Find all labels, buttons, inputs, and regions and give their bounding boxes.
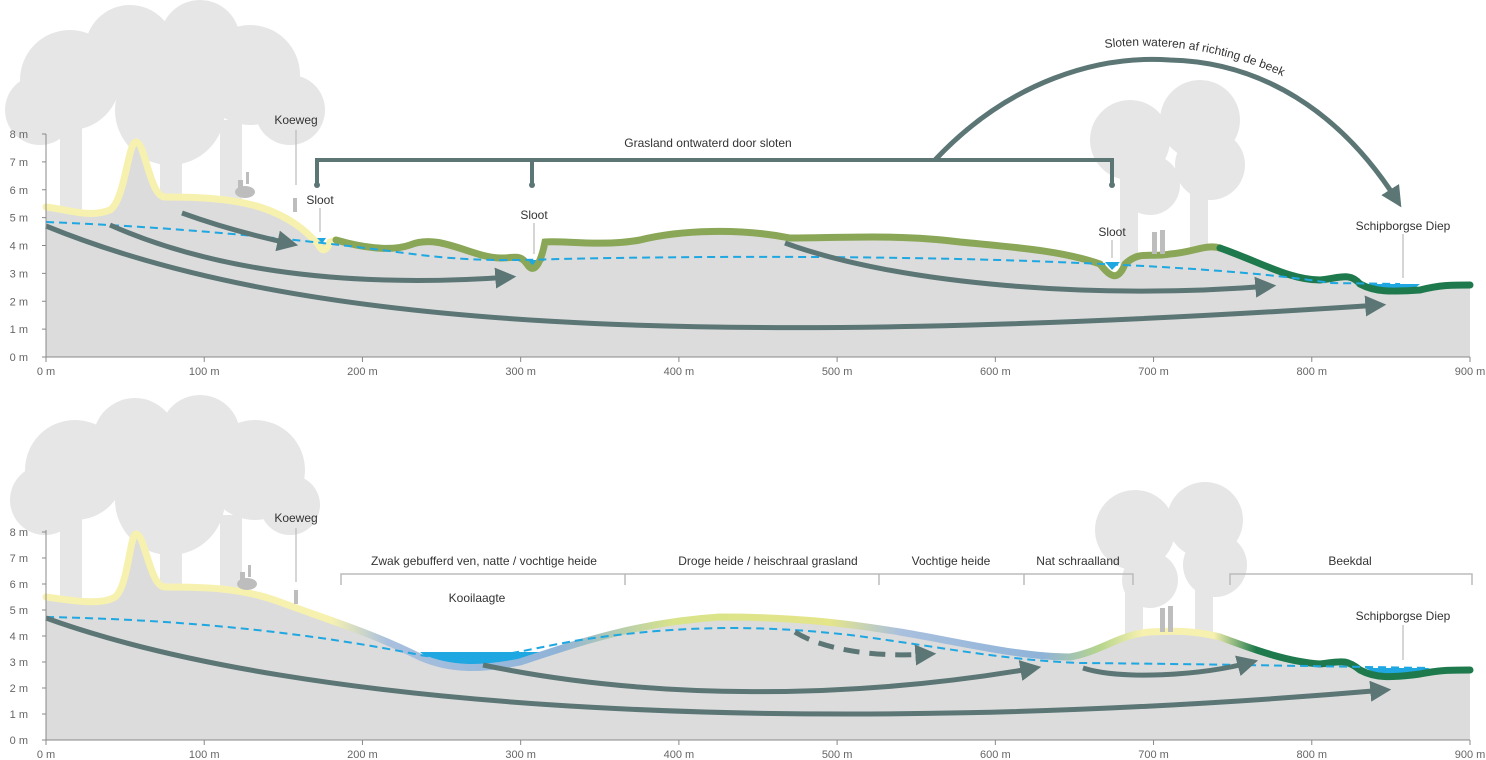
- bottom-y-tick-7: 7 m: [10, 553, 28, 565]
- label-sloten-wateren: Sloten wateren af richting de beek: [1104, 35, 1288, 80]
- ground-profile-bottom: [46, 532, 1470, 740]
- bottom-cross-section: Zwak gebufferd ven, natte / vochtige hei…: [10, 395, 1485, 760]
- bottom-x-tick-6: 600 m: [980, 749, 1011, 760]
- label-grasland: Grasland ontwaterd door sloten: [624, 136, 791, 150]
- ground-profile: [46, 140, 1470, 357]
- top-y-tick-7: 7 m: [10, 157, 28, 169]
- top-x-tick-6: 600 m: [980, 366, 1011, 378]
- bottom-x-tick-labels: 0 m 100 m 200 m 300 m 400 m 500 m 600 m 700 m 80…: [37, 740, 1485, 760]
- grassland-bracket: [315, 158, 1114, 185]
- label-koeweg: Koeweg: [274, 113, 317, 127]
- sand-ridge-surface: [42, 138, 340, 254]
- label-schipborgse-top: Schipborgse Diep: [1356, 219, 1451, 233]
- zone-label-nat-schraalland: Nat schraalland: [1036, 554, 1119, 568]
- top-y-tick-1: 1 m: [10, 324, 28, 336]
- top-x-tick-3: 300 m: [505, 366, 536, 378]
- bottom-y-tick-5: 5 m: [10, 605, 28, 617]
- bottom-y-tick-labels: 0 m 1 m 2 m 3 m 4 m 5 m 6 m 7 m 8 m: [10, 527, 46, 747]
- label-sloot-1: Sloot: [306, 193, 334, 207]
- bottom-x-tick-5: 500 m: [822, 749, 853, 760]
- zone-labels: Zwak gebufferd ven, natte / vochtige hei…: [371, 554, 1372, 568]
- bottom-x-tick-4: 400 m: [664, 749, 695, 760]
- tree-silhouettes-right-bottom: [1095, 482, 1247, 640]
- top-x-tick-5: 500 m: [822, 366, 853, 378]
- label-sloot-2: Sloot: [520, 208, 548, 222]
- tree-silhouettes-left-bottom: [10, 395, 320, 615]
- bottom-y-tick-3: 3 m: [10, 657, 28, 669]
- bottom-y-tick-0: 0 m: [10, 735, 28, 747]
- label-pointers: [295, 130, 1404, 278]
- grassland-surface: [332, 227, 1224, 280]
- top-y-tick-4: 4 m: [10, 241, 28, 253]
- bottom-x-tick-2: 200 m: [347, 749, 378, 760]
- top-x-tick-4: 400 m: [664, 366, 695, 378]
- top-y-tick-0: 0 m: [10, 352, 28, 364]
- bottom-surface-vegetation: [42, 530, 1474, 681]
- top-x-tick-0: 0 m: [37, 366, 55, 378]
- tree-silhouettes-left: [5, 0, 325, 230]
- bottom-x-tick-3: 300 m: [505, 749, 536, 760]
- bottom-y-tick-1: 1 m: [10, 709, 28, 721]
- zone-label-vochtige-heide: Vochtige heide: [912, 554, 991, 568]
- top-x-tick-labels: 0 m 100 m 200 m 300 m 400 m 500 m 600 m 700 m 80…: [37, 357, 1485, 378]
- groundwater-level-bottom: [45, 616, 1431, 669]
- bottom-y-tick-4: 4 m: [10, 631, 28, 643]
- bracket-dots: [314, 182, 1115, 188]
- groundwater-level: [45, 221, 1401, 285]
- label-pointers-bottom: [295, 528, 1404, 660]
- bottom-y-tick-2: 2 m: [10, 683, 28, 695]
- groundwater-flow-arrows: [45, 56, 1402, 331]
- label-schipborgse-bottom: Schipborgse Diep: [1356, 609, 1451, 623]
- label-koeweg-bottom: Koeweg: [274, 511, 317, 525]
- top-y-tick-3: 3 m: [10, 268, 28, 280]
- groundwater-flow-arrows-bottom: [45, 615, 1392, 717]
- top-x-tick-9: 900 m: [1455, 366, 1486, 378]
- zone-label-beekdal: Beekdal: [1328, 554, 1371, 568]
- bottom-x-tick-0: 0 m: [37, 749, 55, 760]
- tree-silhouettes-right: [1090, 80, 1245, 265]
- people-figures-bottom: [237, 565, 1173, 632]
- zone-brackets: [340, 573, 1473, 585]
- zone-label-ven: Zwak gebufferd ven, natte / vochtige hei…: [371, 554, 597, 568]
- zone-label-droge-heide: Droge heide / heischraal grasland: [678, 554, 857, 568]
- top-y-tick-6: 6 m: [10, 185, 28, 197]
- top-x-tick-7: 700 m: [1138, 366, 1169, 378]
- bottom-x-tick-1: 100 m: [189, 749, 220, 760]
- people-figures: [235, 172, 1165, 254]
- top-x-tick-8: 800 m: [1296, 366, 1327, 378]
- top-y-tick-5: 5 m: [10, 213, 28, 225]
- label-sloot-3: Sloot: [1098, 225, 1126, 239]
- bottom-y-tick-8: 8 m: [10, 527, 28, 539]
- bottom-axes: [45, 530, 1470, 741]
- bottom-y-tick-6: 6 m: [10, 579, 28, 591]
- bottom-x-tick-9: 900 m: [1455, 749, 1486, 760]
- top-cross-section: Koeweg Sloot Sloot Sloot Grasland ontwat…: [5, 0, 1485, 378]
- top-y-tick-2: 2 m: [10, 296, 28, 308]
- bottom-x-tick-7: 700 m: [1138, 749, 1169, 760]
- top-x-tick-1: 100 m: [189, 366, 220, 378]
- dashed-flow-arrow: [793, 629, 937, 666]
- bottom-x-tick-8: 800 m: [1296, 749, 1327, 760]
- top-y-tick-labels: 0 m 1 m 2 m 3 m 4 m 5 m 6 m 7 m 8 m: [10, 129, 46, 364]
- top-x-tick-2: 200 m: [347, 366, 378, 378]
- top-y-tick-8: 8 m: [10, 129, 28, 141]
- label-kooilaagte: Kooilaagte: [449, 591, 506, 605]
- streamvalley-surface: [1216, 244, 1474, 295]
